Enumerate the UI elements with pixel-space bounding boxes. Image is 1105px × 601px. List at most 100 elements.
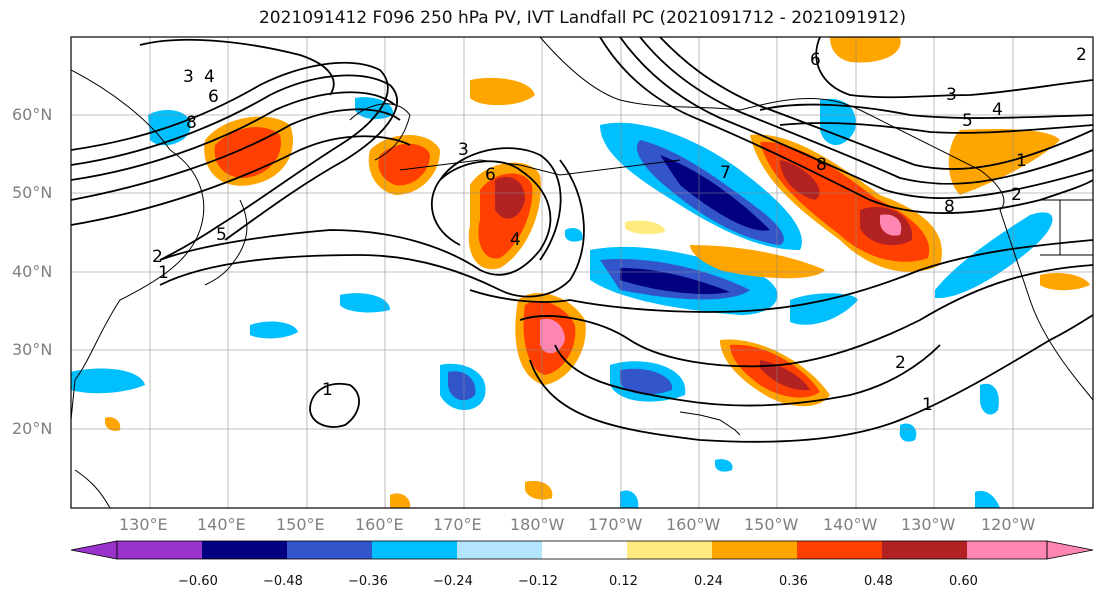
colorbar-bin [627,541,712,559]
contour-line [815,37,1093,99]
lon-label: 160°W [666,515,721,534]
map-frame [70,36,1094,509]
contour-label: 1 [158,263,169,283]
coastline-philippines [74,469,111,508]
contour-line [439,147,562,261]
contour-line [619,37,1093,200]
lon-label: 140°E [197,515,246,534]
contour-label: 3 [946,85,957,105]
neg-anomaly-region [975,490,1000,508]
colorbar-bin [882,541,967,559]
contour-label: 3 [183,67,194,87]
map-plot: 3 4 6 8 5 2 1 3 4 6 8 1 2 6 3 4 5 8 2 1 … [71,37,1093,508]
pos-anomaly-region [470,77,535,106]
lon-label: 150°W [744,515,799,534]
lon-label: 120°W [981,515,1036,534]
coastline-japan [204,199,248,286]
contour-line [71,74,398,241]
pos-anomaly-region [780,160,820,200]
map-gridlines [71,37,1093,508]
pos-anomaly-region [690,245,825,279]
neg-anomaly-region [620,368,673,395]
contour-label: 5 [962,111,973,131]
coastline-asia [71,69,205,421]
contour-line [779,122,1093,134]
neg-anomaly-region [935,212,1053,299]
lon-label: 150°E [276,515,325,534]
colorbar-bin [712,541,797,559]
pos-anomaly-region [525,480,553,500]
colorbar-bin [457,541,542,559]
coastline-aleutians [399,159,681,176]
contour-label: 1 [922,395,933,415]
neg-anomaly-region [620,268,730,295]
lat-label: 60°N [12,105,53,124]
pos-anomaly-region [390,493,411,508]
colorbar-tick-label: −0.12 [518,574,558,589]
coastline-na-west [999,209,1093,401]
pos-anomaly-region [1040,273,1090,291]
contour-line [71,61,389,261]
lat-label: 20°N [12,419,53,438]
contour-line [71,91,396,181]
colorbar-tick-label: −0.48 [263,574,303,589]
contour-line [639,37,1093,185]
colorbar [70,540,1094,560]
pv-contours [71,37,1093,443]
neg-anomaly-region [250,321,298,339]
contour-label: 2 [1076,45,1087,65]
contour-label: 6 [208,87,219,107]
contour-label: 2 [152,247,163,267]
neg-anomaly-region [565,228,583,242]
colorbar-bin [202,541,287,559]
lon-label: 130°E [119,515,168,534]
neg-anomaly-region [340,293,390,313]
neg-anomaly-region [71,368,145,394]
contour-label: 4 [204,67,215,87]
pos-anomaly-region [760,360,810,391]
colorbar-max-extension [1046,540,1094,560]
lon-label: 170°W [588,515,643,534]
colorbar-bin [372,541,457,559]
contour-label: 6 [485,165,496,185]
neg-anomaly-region [820,98,856,145]
pos-anomaly-region [540,318,565,354]
colorbar-bin [797,541,882,559]
contour-label: 4 [992,100,1003,120]
contour-line [159,159,585,298]
neg-anomaly-region [980,383,999,415]
contour-line [554,344,941,407]
contour-line [71,108,401,201]
pos-anomaly-region [880,214,902,236]
contour-line [519,264,1093,368]
colorbar-tick-label: 0.48 [864,574,893,589]
colorbar-bin [542,541,627,559]
colorbar-min-extension [70,540,118,560]
coastline-us-states [1040,200,1093,256]
contour-label: 8 [816,155,827,175]
map-title: 2021091412 F096 250 hPa PV, IVT Landfall… [258,8,906,28]
colorbar-tick-label: −0.60 [178,574,218,589]
contour-label: 1 [1016,151,1027,171]
contour-label: 4 [510,230,521,250]
contour-line [759,103,1093,119]
pos-anomaly-region [625,220,665,235]
contour-line [659,37,1093,170]
pv-anomaly-fills [71,37,1090,508]
lon-label: 160°E [355,515,404,534]
lon-label: 140°W [823,515,878,534]
colorbar-bin [967,541,1047,559]
lon-label: 180°W [510,515,565,534]
pos-anomaly-region [214,127,281,178]
neg-anomaly-region [448,371,476,401]
lon-label: 170°E [433,515,482,534]
colorbar-bin [117,541,202,559]
pos-anomaly-region [378,143,430,186]
lat-label: 30°N [12,340,53,359]
contour-label: 5 [216,225,227,245]
neg-anomaly-region [715,459,733,472]
colorbar-tick-label: 0.12 [609,574,638,589]
neg-anomaly-region [790,293,858,325]
contour-label: 7 [720,163,731,183]
contour-line [529,314,1093,443]
